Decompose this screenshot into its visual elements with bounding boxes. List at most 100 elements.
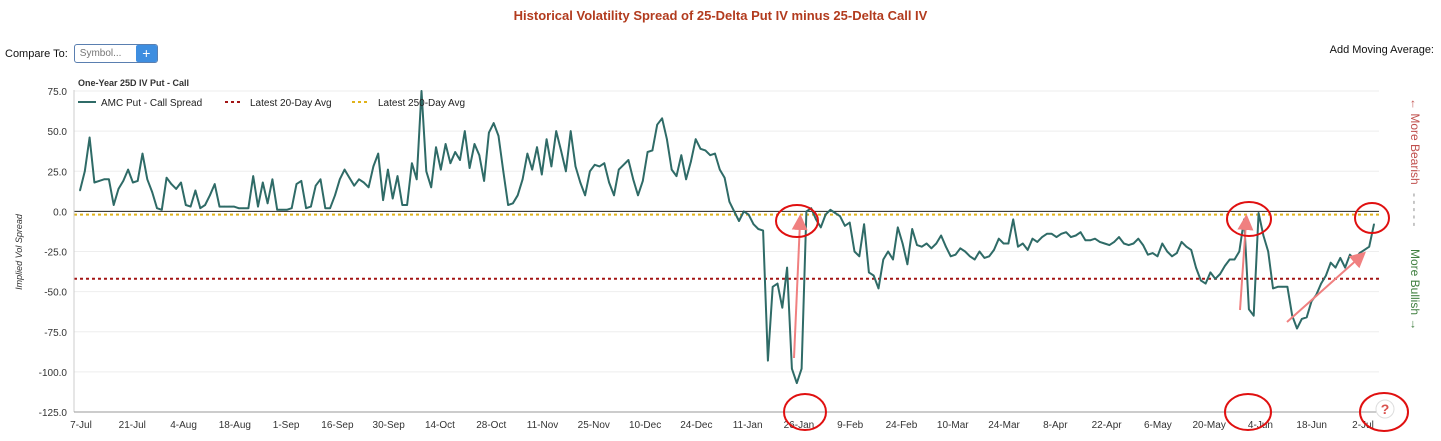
series-point — [492, 122, 495, 124]
series-point — [1079, 231, 1082, 233]
series-point — [242, 207, 245, 209]
series-point — [637, 194, 639, 197]
series-point — [829, 209, 832, 211]
series-point — [1277, 286, 1279, 288]
series-point — [189, 205, 192, 208]
series-point — [146, 178, 149, 181]
y-tick-label: 50.0 — [48, 127, 68, 138]
gridlines — [74, 90, 1379, 413]
series-point — [319, 178, 322, 181]
series-point — [1118, 236, 1120, 238]
series-point — [805, 210, 808, 213]
series-point — [738, 220, 740, 222]
series-point — [343, 168, 346, 171]
series-point — [435, 146, 437, 148]
series-point — [430, 186, 433, 189]
x-tick-label: 7-Jul — [70, 420, 92, 431]
series-point — [1228, 258, 1231, 261]
series-point — [954, 253, 957, 256]
series-point — [1103, 242, 1106, 245]
series-point — [998, 237, 1000, 240]
x-tick-label: 18-Aug — [219, 420, 251, 431]
symbol-input[interactable] — [74, 48, 136, 59]
series-point — [651, 149, 654, 152]
series-point — [747, 213, 750, 216]
more-bearish-label: ← More Bearish — [1408, 98, 1422, 185]
series-points — [79, 90, 1375, 384]
series-point — [1368, 245, 1370, 248]
series-point — [266, 202, 269, 205]
series-point — [1065, 231, 1067, 233]
series-point — [161, 209, 163, 211]
series-point — [959, 247, 962, 250]
series-point — [473, 143, 476, 145]
series-point — [901, 242, 904, 245]
help-icon[interactable] — [1375, 399, 1395, 419]
series-point — [136, 180, 139, 182]
series-point — [286, 209, 288, 211]
series-point — [1329, 261, 1332, 264]
series-point — [670, 168, 673, 171]
series-point — [1099, 241, 1101, 243]
series-point — [733, 210, 735, 213]
series-point — [1012, 218, 1014, 221]
series-point — [728, 200, 731, 203]
y-tick-label: -25.0 — [44, 248, 67, 259]
series-point — [613, 194, 615, 197]
annotation-circle-jul-peak — [1354, 202, 1390, 234]
series-point — [690, 160, 692, 163]
series-point — [122, 180, 125, 182]
x-tick-label: 14-Oct — [425, 420, 455, 431]
series-point — [1147, 253, 1149, 256]
x-tick-label: 18-Jun — [1296, 420, 1327, 431]
series-point — [978, 250, 981, 253]
series-point — [824, 213, 827, 216]
annotation-circle-jun-label — [1224, 393, 1272, 431]
series-point — [127, 168, 129, 171]
series-point — [531, 168, 533, 171]
add-symbol-button[interactable]: + — [135, 45, 157, 62]
series-point — [132, 181, 134, 184]
series-point — [1334, 266, 1337, 269]
series-point — [391, 197, 394, 200]
series-point — [1363, 249, 1366, 251]
series-point — [646, 151, 649, 153]
series-point — [598, 165, 601, 168]
legend-entry-avg20: Latest 20-Day Avg — [250, 98, 332, 109]
series-point — [550, 165, 553, 168]
series-point — [1041, 236, 1043, 238]
add-moving-average-label[interactable]: Add Moving Average: — [1329, 44, 1434, 56]
symbol-search-box: + — [73, 44, 158, 63]
series-point — [314, 184, 317, 187]
series-point — [1339, 257, 1342, 259]
series-point — [108, 178, 110, 181]
series-point — [704, 149, 707, 152]
series-point — [401, 204, 404, 206]
series-point — [1026, 249, 1029, 251]
series-point — [185, 204, 187, 206]
series-point — [1084, 239, 1087, 242]
series-point — [642, 180, 644, 182]
help-button[interactable]: ? — [1375, 399, 1395, 419]
series-point — [892, 258, 894, 261]
more-bullish-label: More Bullish → — [1408, 249, 1422, 330]
series-point — [752, 223, 755, 225]
series-point — [295, 183, 298, 185]
series-point — [757, 228, 760, 230]
compare-to-label: Compare To: — [5, 47, 68, 60]
series-point — [262, 181, 264, 184]
series-point — [762, 229, 764, 232]
series-point — [1219, 273, 1221, 275]
series-point — [228, 205, 230, 208]
series-point — [656, 123, 658, 126]
series-point — [574, 165, 577, 168]
series-point — [666, 138, 668, 140]
series-point — [1002, 242, 1005, 245]
series-point — [935, 242, 938, 245]
series-point — [372, 165, 375, 168]
series-point — [310, 205, 312, 208]
series-point — [593, 164, 596, 166]
series-point — [839, 215, 841, 217]
series-point — [194, 189, 197, 192]
series-point — [1017, 245, 1019, 248]
